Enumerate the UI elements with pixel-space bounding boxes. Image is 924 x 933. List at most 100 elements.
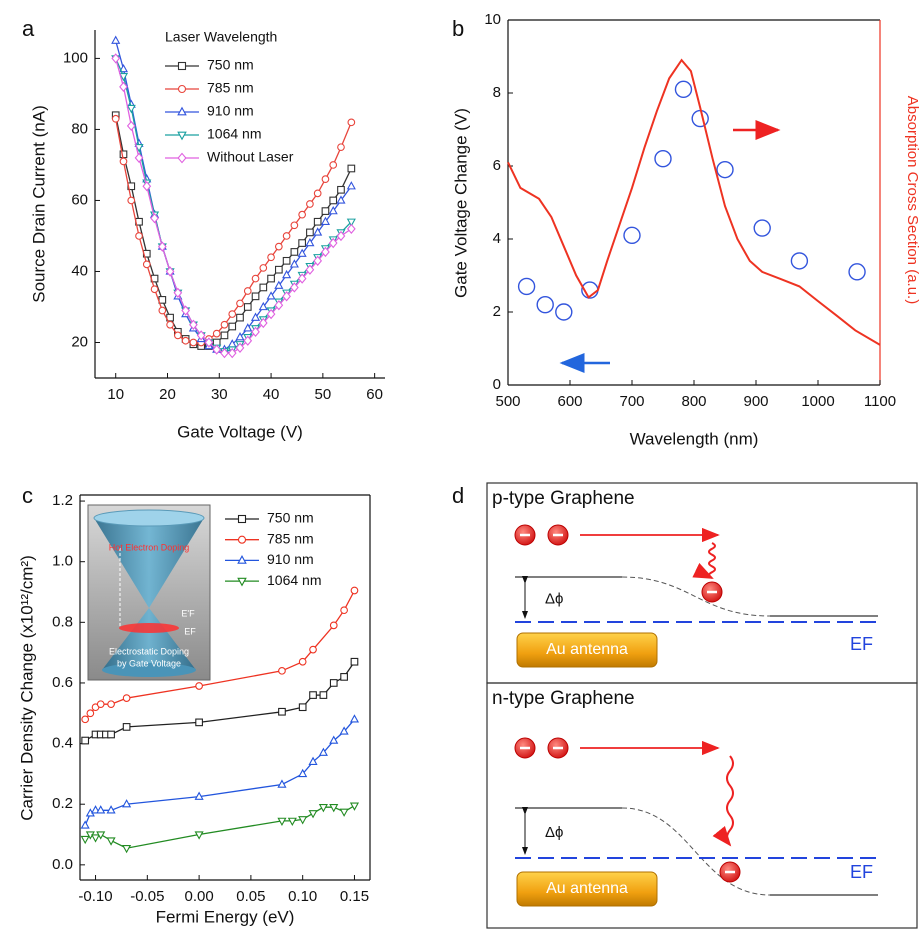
legend-label: 910 nm: [207, 103, 254, 119]
y-tick-label: 0.0: [52, 856, 73, 873]
panel-title: n-type Graphene: [492, 688, 635, 709]
marker: [329, 804, 339, 813]
marker: [282, 291, 291, 302]
marker: [346, 181, 356, 190]
marker: [236, 299, 244, 308]
marker: [340, 606, 348, 615]
marker: [235, 332, 245, 341]
marker: [177, 152, 187, 164]
marker: [289, 259, 299, 268]
marker: [237, 535, 247, 544]
marker: [177, 84, 187, 94]
marker: [277, 817, 287, 826]
marker: [340, 673, 348, 681]
marker: [127, 196, 136, 205]
marker: [80, 820, 90, 829]
y-axis-label: Gate Voltage Change (V): [451, 108, 470, 298]
marker: [259, 264, 268, 272]
marker: [166, 320, 174, 329]
marker: [107, 730, 115, 739]
y-tick-label: 0.2: [52, 795, 73, 812]
marker: [347, 164, 356, 173]
marker: [142, 260, 151, 269]
marker: [298, 239, 306, 247]
marker: [177, 106, 187, 116]
marker: [220, 320, 229, 329]
au-antenna: [516, 871, 658, 907]
marker: [119, 157, 128, 166]
marker: [313, 255, 323, 266]
marker: [336, 195, 346, 204]
marker: [86, 709, 95, 718]
y-tick-label: 8: [493, 84, 501, 101]
marker: [111, 35, 121, 44]
marker: [790, 252, 809, 270]
marker: [243, 323, 253, 332]
marker: [319, 691, 328, 699]
marker: [278, 707, 286, 716]
marker: [674, 80, 693, 99]
marker: [157, 241, 167, 252]
marker: [716, 160, 734, 179]
marker: [278, 666, 286, 675]
y-tick-label: 80: [71, 120, 88, 137]
legend-label: Without Laser: [207, 149, 294, 165]
marker: [306, 228, 314, 237]
marker: [177, 61, 187, 71]
marker: [297, 248, 307, 257]
marker: [339, 808, 349, 817]
marker: [274, 242, 283, 251]
marker: [90, 834, 101, 843]
marker: [274, 280, 284, 289]
marker: [753, 219, 771, 237]
relax-arrow: [712, 755, 734, 847]
marker: [122, 723, 131, 731]
marker: [308, 756, 318, 765]
marker: [536, 296, 554, 314]
marker: [181, 305, 190, 316]
marker: [328, 237, 338, 249]
panel-label: c: [22, 483, 33, 508]
y-tick-label: 20: [71, 333, 88, 350]
marker: [237, 577, 247, 587]
marker: [174, 331, 182, 340]
marker: [134, 152, 144, 163]
legend-label: 785 nm: [207, 80, 254, 96]
marker: [321, 175, 330, 183]
y-tick-label: 100: [63, 49, 88, 66]
panel-label: d: [452, 483, 464, 508]
marker: [126, 104, 136, 114]
marker: [349, 714, 360, 723]
marker: [165, 266, 175, 277]
y-tick-label: 6: [493, 157, 501, 174]
marker: [328, 206, 338, 215]
x-tick-label: 10: [107, 386, 124, 403]
marker: [318, 804, 328, 813]
panel-label: a: [22, 16, 35, 41]
annotation: Electrostatic Doping: [109, 646, 189, 656]
marker: [181, 336, 190, 345]
marker: [282, 269, 292, 279]
marker: [106, 805, 116, 814]
y-tick-label: 1.0: [52, 553, 73, 570]
marker: [320, 216, 331, 225]
marker: [555, 303, 573, 321]
marker: [96, 700, 105, 709]
marker: [158, 306, 167, 315]
marker: [654, 149, 672, 168]
marker: [290, 221, 299, 230]
x-tick-label: 1000: [801, 393, 834, 410]
legend-title: Laser Wavelength: [165, 29, 277, 45]
series-line: [507, 58, 881, 346]
marker: [196, 330, 206, 341]
marker: [212, 344, 222, 355]
marker: [111, 53, 121, 64]
y-tick-label: 0.6: [52, 674, 73, 691]
marker: [309, 645, 317, 654]
marker: [243, 287, 252, 295]
marker: [298, 703, 307, 712]
marker: [251, 274, 260, 283]
x-tick-label: 0.00: [185, 888, 214, 905]
x-axis-label: Gate Voltage (V): [177, 422, 303, 441]
marker: [287, 817, 297, 826]
